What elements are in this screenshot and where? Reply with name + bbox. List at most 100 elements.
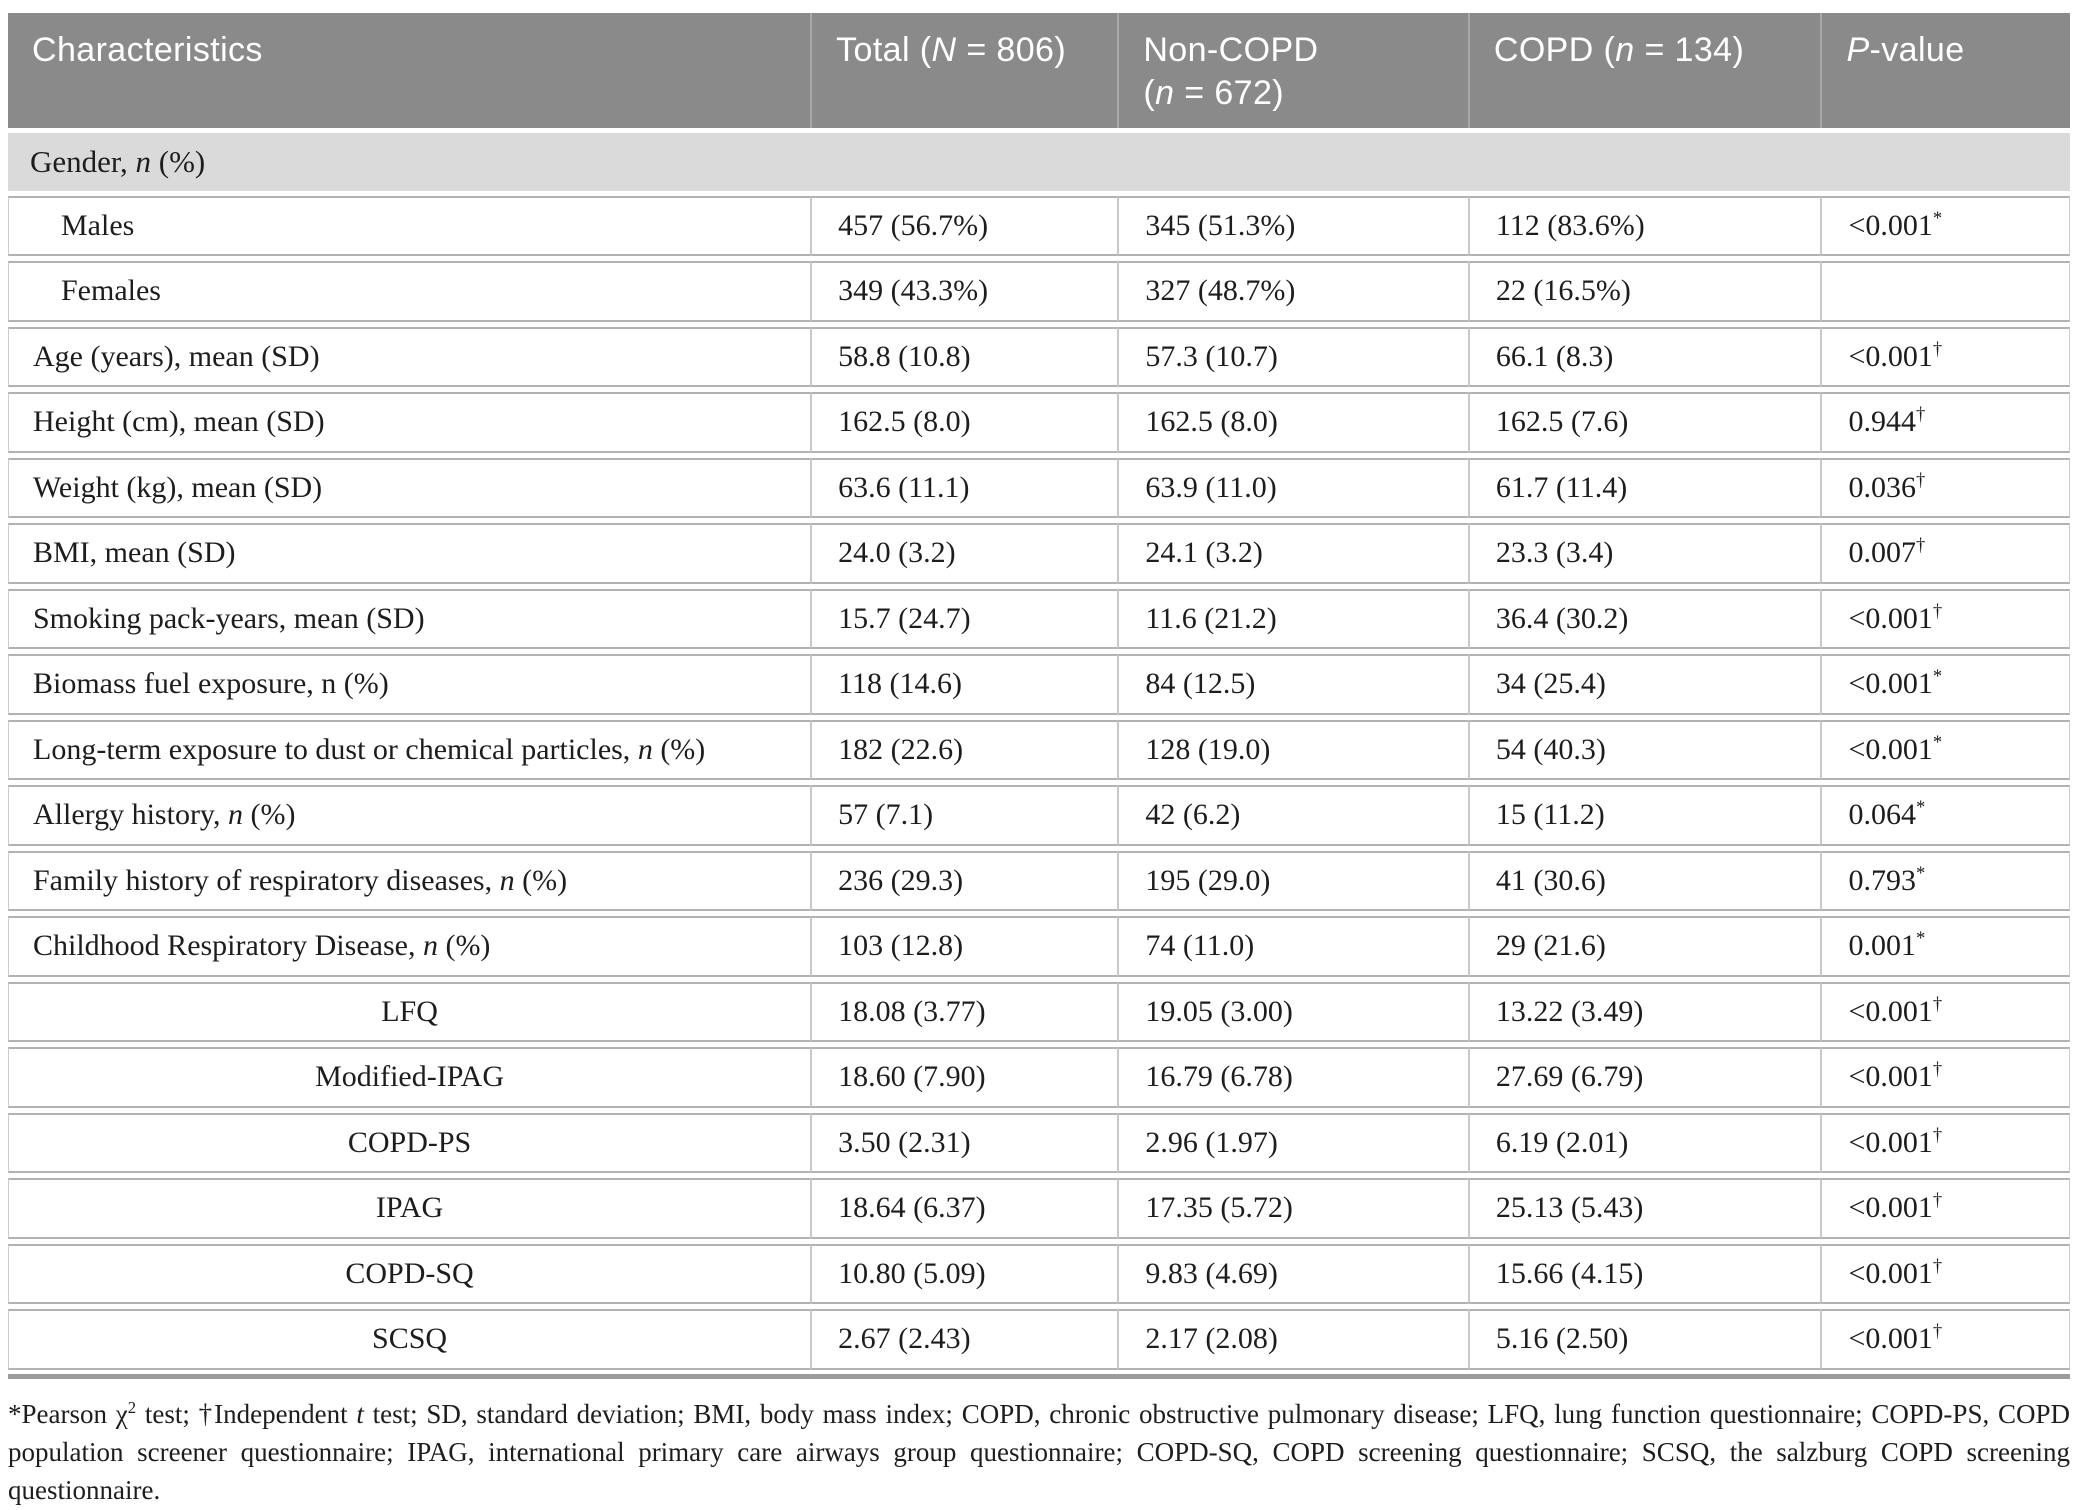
table-footnote: *Pearson χ2 test; †Independent t test; S… [8,1395,2070,1510]
text-segment: SCSQ [372,1322,448,1356]
row-label: Biomass fuel exposure, n (%) [8,654,811,715]
p-value-cell: <0.001* [1820,654,2070,715]
text-segment: Long-term exposure to dust or chemical p… [33,732,638,766]
significance-marker: † [1915,469,1926,491]
value-cell: 182 (22.6) [810,719,1118,781]
value-cell: 162.5 (8.0) [1117,392,1468,453]
text-segment: IPAG [375,1191,444,1225]
table-row: Modified-IPAG 18.60 (7.90) 16.79 (6.78) 27.… [8,1047,2070,1108]
text-segment: BMI, mean (SD) [33,536,236,570]
value-cell: 13.22 (3.49) [1467,981,1821,1043]
value-cell: 54 (40.3) [1467,719,1821,781]
row-label: Modified-IPAG [8,1047,811,1108]
row-label: COPD-PS [8,1112,811,1174]
table-bottom-rule [8,1373,2070,1379]
value-cell: 103 (12.8) [810,916,1118,977]
value-cell: 349 (43.3%) [810,261,1118,322]
significance-marker: † [1932,993,1943,1015]
p-value-cell: <0.001† [1820,326,2070,388]
text-segment: Smoking pack-years, mean (SD) [33,601,425,635]
value-cell: 15.66 (4.15) [1467,1243,1821,1305]
table-row: Allergy history, n (%) 57 (7.1) 42 (6.2) 15… [8,785,2070,846]
table-row: Smoking pack-years, mean (SD) 15.7 (24.7)… [8,588,2070,650]
table-header: Characteristics Total (N = 806) Non-COPD (n… [8,13,2070,128]
significance-marker: † [1932,1321,1943,1343]
table-row: Weight (kg), mean (SD) 63.6 (11.1) 63.9 (1… [8,457,2070,519]
table-row: COPD-SQ 10.80 (5.09) 9.83 (4.69) 15.66 (4.1… [8,1243,2070,1305]
p-value-cell: 0.064* [1820,785,2070,846]
p-value-cell: 0.944† [1820,392,2070,453]
text-segment: -value [1869,31,1965,69]
row-label: Allergy history, n (%) [8,785,811,846]
table-row: Long-term exposure to dust or chemical p… [8,719,2070,781]
text-segment: Modified-IPAG [315,1060,504,1094]
value-cell: 57.3 (10.7) [1117,326,1468,388]
text-segment: Childhood Respiratory Disease, [33,929,423,963]
text-segment: COPD-SQ [345,1256,474,1290]
text-segment: (%) [514,863,568,897]
value-cell: 345 (51.3%) [1117,195,1468,257]
row-label: COPD-SQ [8,1243,811,1305]
value-cell: 5.16 (2.50) [1467,1309,1821,1370]
text-segment: ( [1143,73,1156,112]
row-label: Smoking pack-years, mean (SD) [8,588,811,650]
text-segment: = 672) [1174,73,1284,112]
p-value-cell: <0.001† [1820,588,2070,650]
text-segment: n [135,144,152,179]
text-segment: n [228,798,243,832]
row-label: Weight (kg), mean (SD) [8,457,811,519]
value-cell: 24.1 (3.2) [1117,523,1468,584]
value-cell: 457 (56.7%) [810,195,1118,257]
value-cell: 17.35 (5.72) [1117,1178,1468,1239]
p-value-text: <0.001 [1848,339,1933,373]
value-cell: 162.5 (7.6) [1467,392,1821,453]
p-value-text: <0.001 [1848,1191,1933,1225]
significance-marker: * [1932,731,1943,753]
significance-marker: * [1915,862,1926,884]
value-cell: 162.5 (8.0) [810,392,1118,453]
significance-marker: * [1932,207,1943,229]
value-cell: 24.0 (3.2) [810,523,1118,584]
p-value-cell [1820,261,2070,322]
text-segment: N [931,31,957,69]
value-cell: 29 (21.6) [1467,916,1821,977]
significance-marker: † [1932,1124,1943,1146]
table-row: BMI, mean (SD) 24.0 (3.2) 24.1 (3.2) 23.3 (… [8,523,2070,584]
row-label: LFQ [8,981,811,1043]
text-segment: n [1155,73,1175,112]
p-value-text: 0.793 [1848,863,1916,897]
value-cell: 61.7 (11.4) [1467,457,1821,519]
significance-marker: † [1915,535,1926,557]
text-segment: Weight (kg), mean (SD) [33,470,323,504]
significance-marker: * [1932,666,1943,688]
p-value-cell: <0.001† [1820,1309,2070,1370]
p-value-text: 0.007 [1848,536,1916,570]
row-label: Childhood Respiratory Disease, n (%) [8,916,811,977]
row-label: Males [8,195,811,257]
value-cell: 18.64 (6.37) [810,1178,1118,1239]
value-cell: 15.7 (24.7) [810,588,1118,650]
text-segment: Biomass fuel exposure, n (%) [33,667,389,701]
row-label: Females [8,261,811,322]
text-segment: (%) [243,798,296,832]
significance-marker: † [1915,404,1926,426]
value-cell: 9.83 (4.69) [1117,1243,1468,1305]
text-segment: Allergy history, [33,798,228,832]
text-segment: n [499,863,515,897]
value-cell: 16.79 (6.78) [1117,1047,1468,1108]
value-cell: 25.13 (5.43) [1467,1178,1821,1239]
p-value-text: 0.944 [1848,405,1916,439]
significance-marker: † [1932,1059,1943,1081]
text-segment: (%) [151,144,206,179]
value-cell: 195 (29.0) [1117,850,1468,912]
p-value-cell: <0.001† [1820,981,2070,1043]
value-cell: 11.6 (21.2) [1117,588,1468,650]
value-cell: 23.3 (3.4) [1467,523,1821,584]
table-body: Gender, n (%) Males 457 (56.7%) 345 (51.3%)… [8,133,2070,1370]
table-row: IPAG 18.64 (6.37) 17.35 (5.72) 25.13 (5.43)… [8,1178,2070,1239]
p-value-text: <0.001 [1848,208,1933,242]
text-segment: Age (years), mean (SD) [33,339,320,373]
value-cell: 22 (16.5%) [1467,261,1821,322]
value-cell: 10.80 (5.09) [810,1243,1118,1305]
column-header-characteristics: Characteristics [8,13,811,128]
